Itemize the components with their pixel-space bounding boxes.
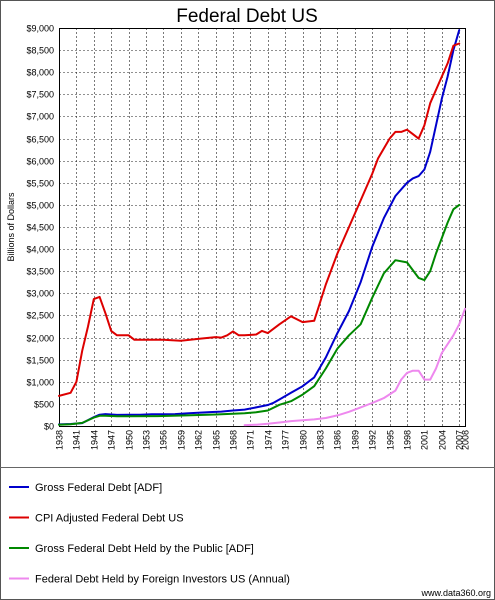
- y-tick-label: $6,000: [26, 157, 54, 167]
- y-tick-label: $2,500: [26, 311, 54, 321]
- series-line-1: [58, 29, 461, 426]
- x-tick-label: 1947: [107, 430, 117, 450]
- y-tick-label: $5,000: [26, 201, 54, 211]
- x-tick-label: 1959: [177, 430, 187, 450]
- x-tick-label: 1968: [229, 430, 239, 450]
- legend: Gross Federal Debt [ADF] CPI Adjusted Fed…: [9, 482, 290, 586]
- y-tick-label: $7,500: [26, 90, 54, 100]
- y-axis-label: Billions of Dollars: [6, 192, 16, 262]
- x-tick-label: 1953: [142, 430, 152, 450]
- y-tick-label: $4,000: [26, 245, 54, 255]
- x-tick-label: 1977: [281, 430, 291, 450]
- x-tick-label: 1992: [368, 430, 378, 450]
- x-tick-label: 1986: [333, 430, 343, 450]
- x-tick-label: 1941: [72, 430, 82, 450]
- y-tick-label: $8,000: [26, 68, 54, 78]
- x-tick-label: 1998: [403, 430, 413, 450]
- x-tick-label: 2004: [438, 430, 448, 450]
- x-tick-label: 1965: [212, 430, 222, 450]
- x-tick-label: 1989: [351, 430, 361, 450]
- y-tick-label: $6,500: [26, 135, 54, 145]
- x-tick-label: 1950: [125, 430, 135, 450]
- x-tick-label: 2008: [461, 430, 471, 450]
- x-tick-label: 1956: [159, 430, 169, 450]
- y-tick-label: $7,000: [26, 112, 54, 122]
- legend-label: Gross Federal Debt Held by the Public [A…: [35, 543, 254, 555]
- x-tick-label: 1974: [264, 430, 274, 450]
- series-line-4: [243, 307, 466, 427]
- x-tick-label: 2001: [420, 430, 430, 450]
- y-tick-label: $500: [34, 400, 54, 410]
- y-tick-label: $9,000: [26, 24, 54, 34]
- x-tick-label: 1995: [386, 430, 396, 450]
- series-lines: [58, 29, 466, 427]
- axes: $0 $500 $1,000 $1,500 $2,000 $2,500 $3,000 $3,5…: [26, 24, 470, 451]
- plot-area: [59, 28, 465, 426]
- x-tick-label: 1983: [316, 430, 326, 450]
- x-tick-label: 2007: [455, 430, 465, 450]
- y-tick-label: $4,500: [26, 223, 54, 233]
- chart-title: Federal Debt US: [176, 6, 318, 27]
- x-tick-label: 1962: [194, 430, 204, 450]
- series-line-3: [58, 203, 461, 426]
- x-tick-label: 1938: [55, 430, 65, 450]
- source-credit: www.data360.org: [420, 588, 491, 598]
- y-tick-label: $1,500: [26, 356, 54, 366]
- x-tick-label: 1980: [299, 430, 309, 450]
- plot-frame: [59, 28, 466, 427]
- series-line-2: [58, 42, 461, 397]
- legend-label: CPI Adjusted Federal Debt US: [35, 513, 184, 525]
- legend-label: Federal Debt Held by Foreign Investors U…: [35, 574, 290, 586]
- x-tick-label: 1944: [90, 430, 100, 450]
- y-tick-label: $5,500: [26, 179, 54, 189]
- y-tick-label: $2,000: [26, 334, 54, 344]
- y-tick-label: $3,500: [26, 267, 54, 277]
- y-tick-label: $1,000: [26, 378, 54, 388]
- y-tick-label: $3,000: [26, 289, 54, 299]
- x-tick-label: 1971: [246, 430, 256, 450]
- y-tick-label: $8,500: [26, 46, 54, 56]
- legend-label: Gross Federal Debt [ADF]: [35, 482, 162, 494]
- grid-lines: [59, 28, 466, 427]
- y-tick-label: $0: [44, 422, 54, 432]
